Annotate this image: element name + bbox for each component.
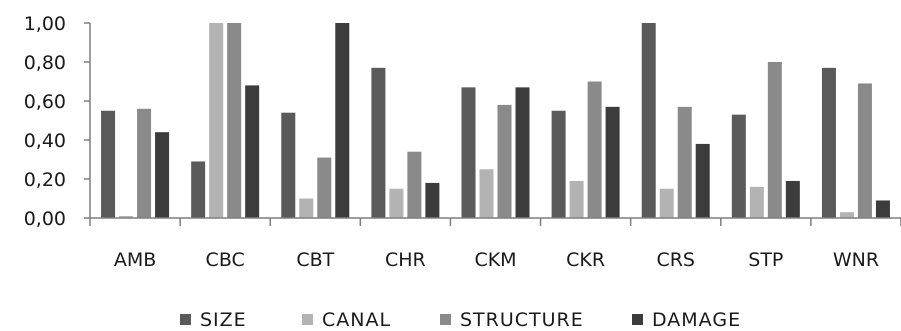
y-tick-label: 1,00 — [24, 13, 66, 35]
bar-canal-ckm — [479, 169, 494, 218]
x-tick-label: CHR — [385, 249, 426, 271]
y-tick-label: 0,80 — [24, 52, 66, 74]
bar-size-amb — [101, 110, 116, 218]
x-tick-label: CKR — [566, 249, 605, 271]
bar-damage-stp — [785, 180, 800, 218]
bar-size-chr — [371, 67, 386, 218]
bar-damage-ckr — [605, 106, 620, 218]
x-axis-category-labels: AMB CBC CBT CHR CKM CKR CRS STP WNR — [114, 249, 879, 271]
bar-structure-stp — [767, 62, 782, 218]
bar-size-wnr — [821, 67, 836, 218]
bar-damage-cbt — [335, 23, 350, 218]
bar-size-crs — [641, 23, 656, 218]
x-tick-label: CBC — [206, 249, 245, 271]
bar-damage-crs — [695, 143, 710, 218]
bar-structure-cbt — [317, 157, 332, 218]
legend-swatch-canal — [302, 314, 313, 325]
bar-structure-ckr — [587, 81, 602, 218]
y-tick-label: 0,60 — [24, 91, 66, 113]
bar-structure-chr — [407, 151, 422, 218]
bar-size-ckr — [551, 110, 566, 218]
bar-size-ckm — [461, 87, 476, 218]
x-tick-label: CRS — [656, 249, 695, 271]
x-tick-label: CBT — [296, 249, 334, 271]
legend-swatch-size — [180, 314, 191, 325]
x-axis-ticks — [89, 218, 901, 226]
bar-structure-amb — [137, 108, 152, 218]
y-axis-ticks: 0,00 0,20 0,40 0,60 0,80 1,00 — [24, 13, 90, 230]
x-tick-label: STP — [748, 249, 783, 271]
bars-group — [101, 23, 890, 219]
bar-damage-ckm — [515, 87, 530, 218]
y-tick-label: 0,20 — [24, 169, 66, 191]
bar-canal-stp — [749, 186, 764, 218]
bar-size-cbc — [191, 161, 206, 218]
x-tick-label: WNR — [833, 249, 879, 271]
legend-label-canal: CANAL — [322, 309, 391, 331]
legend-label-damage: DAMAGE — [652, 309, 741, 331]
y-tick-label: 0,40 — [24, 130, 66, 152]
x-tick-label: CKM — [474, 249, 516, 271]
legend: SIZE CANAL STRUCTURE DAMAGE — [180, 309, 741, 331]
legend-swatch-structure — [440, 314, 451, 325]
bar-canal-crs — [659, 188, 674, 218]
y-tick-label: 0,00 — [24, 208, 66, 230]
legend-label-structure: STRUCTURE — [460, 309, 584, 331]
bar-canal-wnr — [839, 212, 854, 218]
bar-damage-amb — [155, 132, 170, 218]
legend-label-size: SIZE — [200, 309, 247, 331]
bar-damage-wnr — [875, 200, 890, 218]
bar-canal-chr — [389, 188, 404, 218]
bar-damage-cbc — [245, 85, 260, 219]
bar-size-cbt — [281, 112, 296, 218]
bar-structure-cbc — [227, 23, 242, 218]
bar-canal-cbc — [209, 23, 224, 218]
bar-canal-amb — [119, 216, 134, 218]
bar-structure-wnr — [857, 83, 872, 218]
bar-canal-ckr — [569, 180, 584, 218]
x-tick-label: AMB — [114, 249, 156, 271]
bar-damage-chr — [425, 182, 440, 218]
bar-canal-cbt — [299, 198, 314, 218]
bar-structure-crs — [677, 106, 692, 218]
legend-swatch-damage — [632, 314, 643, 325]
bar-size-stp — [731, 114, 746, 218]
bar-structure-ckm — [497, 104, 512, 218]
